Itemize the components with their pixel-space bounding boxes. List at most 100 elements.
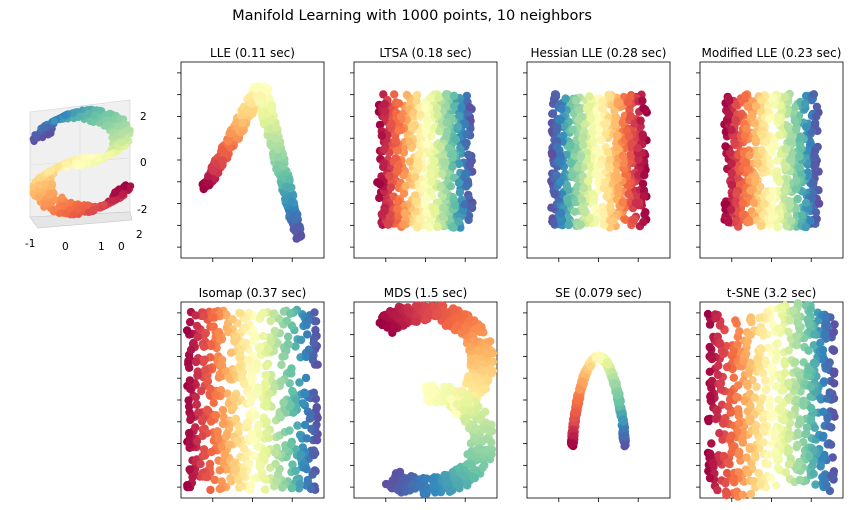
scatter-point [100, 201, 108, 209]
scatter-point [220, 450, 229, 459]
scatter-point [264, 95, 273, 104]
scatter-point [409, 108, 418, 117]
scatter-point [215, 484, 224, 494]
scatter-point [104, 120, 112, 128]
scatter-point [730, 139, 739, 148]
z-tick-0: 0 [140, 157, 147, 169]
scatter-point [455, 111, 464, 121]
scatter-point [312, 403, 321, 412]
y-tick-0: 0 [118, 241, 125, 253]
scatter-point [461, 139, 470, 148]
scatter-point [200, 355, 209, 364]
scatter-point [634, 155, 643, 164]
scatter-point [284, 182, 294, 192]
scatter-point [421, 104, 430, 113]
scatter-point [474, 377, 483, 387]
scatter-point [274, 153, 283, 162]
scatter-point [554, 157, 564, 166]
scatter-point [453, 122, 463, 131]
scatter-point [451, 135, 461, 144]
s-curve-points [29, 105, 135, 219]
scatter-point [262, 417, 271, 426]
scatter-point [785, 197, 794, 206]
scatter-point [402, 90, 412, 100]
scatter-point [801, 222, 811, 232]
scatter-point [552, 170, 561, 180]
scatter-point [795, 152, 804, 161]
scatter-point [391, 310, 400, 319]
scatter-point [309, 446, 319, 455]
scatter-point [454, 178, 464, 187]
scatter-point [240, 379, 249, 389]
scatter-point [256, 97, 265, 107]
scatter-point [262, 402, 271, 411]
scatter-point [547, 148, 556, 157]
scatter-point [578, 141, 588, 150]
scatter-point [248, 325, 257, 334]
scatter-point [233, 436, 242, 445]
scatter-point [375, 193, 384, 203]
scatter-point [278, 483, 287, 492]
scatter-point [58, 193, 66, 201]
scatter-point [410, 172, 420, 182]
scatter-point [780, 92, 790, 102]
scatter-point [66, 199, 74, 207]
scatter-point [287, 484, 297, 493]
scatter-point [287, 197, 296, 206]
scatter-point [420, 199, 430, 209]
scatter-point [110, 189, 119, 197]
scatter-point [291, 466, 300, 476]
scatter-point [465, 160, 474, 169]
scatter-point [746, 186, 755, 195]
scatter-point [375, 179, 385, 189]
scatter-point [256, 461, 265, 470]
scatter-point [206, 485, 215, 495]
scatter-point [186, 413, 196, 422]
scatter-point [229, 403, 238, 412]
scatter-point [452, 409, 461, 419]
scatter-point [597, 135, 606, 145]
scatter-point [426, 132, 436, 141]
scatter-point [782, 162, 791, 171]
scatter-point [393, 204, 402, 213]
scatter-point [215, 466, 224, 475]
scatter-point [814, 199, 824, 208]
scatter-point [624, 132, 634, 141]
scatter-point [95, 119, 103, 127]
scatter-point [279, 398, 288, 407]
scatter-point [448, 162, 457, 171]
scatter-point [271, 459, 280, 469]
scatter-point [610, 120, 620, 129]
scatter-point [781, 145, 790, 154]
scatter-point [186, 345, 196, 354]
scatter-point [184, 396, 193, 405]
scatter-point [483, 376, 493, 385]
scatter-point [214, 434, 223, 444]
scatter-points [198, 82, 306, 243]
scatter-point [548, 109, 558, 118]
scatter-point [291, 226, 300, 236]
scatter-point [191, 357, 201, 367]
scatter-point [389, 323, 398, 332]
scatter-point [589, 137, 598, 147]
scatter-point [112, 132, 120, 140]
scatter-point [114, 122, 122, 130]
scatter-point [443, 319, 452, 329]
scatter-point [432, 104, 442, 113]
scatter-point [237, 111, 246, 120]
scatter-point [412, 90, 422, 100]
scatter-point [199, 311, 208, 321]
scatter-point [749, 198, 758, 207]
scatter-point [790, 116, 799, 126]
axis-ticks [523, 72, 639, 262]
panel-title: LTSA (0.18 sec) [379, 46, 471, 60]
scatter-point [764, 115, 774, 124]
scatter-point [246, 374, 256, 384]
scatter-point [639, 192, 649, 201]
scatter-point [584, 176, 593, 186]
scatter-point [225, 440, 234, 449]
scatter-point [603, 148, 613, 157]
scatter-point [603, 187, 612, 196]
scatter-point [194, 408, 203, 417]
scatter-point [227, 129, 237, 138]
